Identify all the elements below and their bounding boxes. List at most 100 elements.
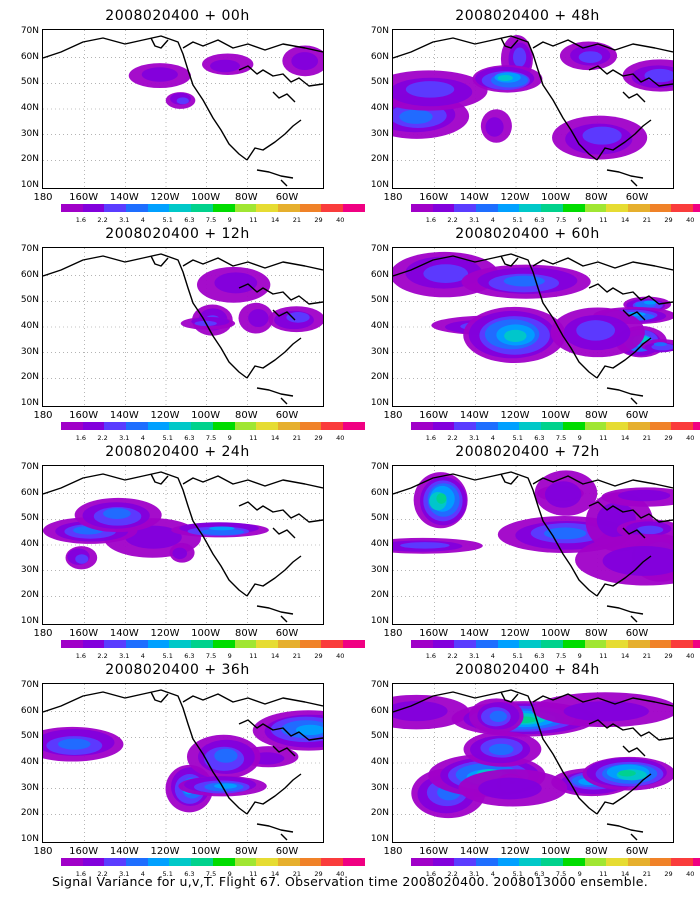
variance-contour xyxy=(543,527,587,540)
coastline xyxy=(393,689,598,815)
lat-label: 20N xyxy=(370,808,389,819)
colorbar-swatch xyxy=(299,640,322,648)
colorbar-label: 29 xyxy=(314,434,323,442)
colorbar-label: 29 xyxy=(664,434,673,442)
colorbar-swatch xyxy=(627,422,650,430)
lon-label: 100W xyxy=(191,192,221,203)
colorbar-swatch xyxy=(126,204,148,212)
coastline xyxy=(606,169,644,179)
variance-contour xyxy=(200,528,245,536)
colorbar-label: 29 xyxy=(664,216,673,224)
colorbar-swatch xyxy=(541,858,563,866)
coastline xyxy=(256,387,294,397)
variance-contour xyxy=(214,783,237,789)
coastline xyxy=(622,527,646,539)
colorbar-label: 2.2 xyxy=(447,652,458,660)
colorbar-swatch xyxy=(606,640,628,648)
colorbar-swatch xyxy=(321,640,343,648)
colorbar-label: 40 xyxy=(686,652,695,660)
colorbar-label: 2.2 xyxy=(97,434,108,442)
map-panel: 2008020400 + 84h 70N 60N 50N 40N 30N 20N 10N 180… xyxy=(355,662,700,878)
lon-label: 140W xyxy=(459,192,489,203)
lat-label: 20N xyxy=(20,590,39,601)
colorbar-label: 6.3 xyxy=(184,652,195,660)
colorbar-label: 4 xyxy=(490,216,495,224)
colorbar-label: 1.6 xyxy=(425,434,437,442)
colorbar-label: 14 xyxy=(621,870,630,878)
colorbar-swatch xyxy=(692,204,700,212)
coastline xyxy=(43,35,248,161)
colorbar-swatch xyxy=(497,422,520,430)
colorbar-label: 9 xyxy=(577,216,582,224)
lat-label: 20N xyxy=(20,154,39,165)
map-frame xyxy=(42,465,324,625)
colorbar-swatch xyxy=(497,204,520,212)
coastline xyxy=(182,693,323,707)
colorbar-swatch xyxy=(497,858,520,866)
map-svg xyxy=(393,466,673,624)
colorbar-label: 14 xyxy=(621,652,630,660)
colorbar-label: 4 xyxy=(140,870,145,878)
colorbar-swatch xyxy=(627,858,650,866)
colorbar-swatch xyxy=(519,640,542,648)
colorbar-swatch xyxy=(299,422,322,430)
panel-title: 2008020400 + 84h xyxy=(455,662,600,678)
colorbar-label: 6.3 xyxy=(534,870,545,878)
lat-label: 50N xyxy=(370,513,389,524)
map-frame xyxy=(392,247,674,407)
colorbar-swatch xyxy=(584,640,607,648)
colorbar-swatch xyxy=(541,422,563,430)
colorbar-label: 9 xyxy=(577,434,582,442)
coastline xyxy=(150,473,169,485)
colorbar-label: 11 xyxy=(249,652,258,660)
colorbar-swatch xyxy=(342,422,365,430)
colorbar-swatch xyxy=(411,204,433,212)
colorbar-swatch xyxy=(234,640,257,648)
lon-label: 80W xyxy=(585,628,608,639)
variance-contour xyxy=(488,743,514,756)
coastline xyxy=(272,745,296,757)
coastline xyxy=(500,473,519,485)
variance-contour xyxy=(393,700,448,722)
coastline xyxy=(238,65,323,87)
coastline xyxy=(606,823,644,833)
coastline xyxy=(238,283,323,305)
colorbar-label: 29 xyxy=(314,652,323,660)
colorbar-swatch xyxy=(454,640,477,648)
lon-label: 100W xyxy=(191,628,221,639)
map-svg xyxy=(43,684,323,842)
colorbar-label: 29 xyxy=(314,870,323,878)
lat-label: 60N xyxy=(370,51,389,62)
lon-label: 60W xyxy=(625,846,649,857)
colorbar-label: 4 xyxy=(490,434,495,442)
coastline xyxy=(622,745,646,757)
lat-label: 50N xyxy=(370,77,389,88)
variance-contour xyxy=(653,342,668,347)
colorbar-swatch xyxy=(277,858,300,866)
coastline xyxy=(532,257,673,271)
coastline xyxy=(596,555,652,597)
lon-label: 120W xyxy=(150,410,180,421)
colorbar-swatch xyxy=(671,422,693,430)
colorbar-swatch xyxy=(126,858,148,866)
colorbar-label: 29 xyxy=(664,652,673,660)
colorbar-label: 21 xyxy=(292,652,301,660)
colorbar-swatch xyxy=(61,204,83,212)
lat-label: 20N xyxy=(20,372,39,383)
map-svg xyxy=(43,30,323,188)
colorbar-swatch xyxy=(61,640,83,648)
lon-label: 100W xyxy=(541,628,571,639)
colorbar-label: 5.1 xyxy=(162,652,173,660)
coastline xyxy=(500,255,519,267)
lon-label: 160W xyxy=(69,846,99,857)
colorbar-swatch xyxy=(256,204,278,212)
colorbar-label: 2.2 xyxy=(447,434,458,442)
coastline xyxy=(238,501,323,523)
map-panel: 2008020400 + 36h 70N 60N 50N 40N 30N 20N 10N 180… xyxy=(5,662,365,878)
colorbar-label: 5.1 xyxy=(512,434,523,442)
colorbar-swatch xyxy=(454,858,477,866)
lat-label: 30N xyxy=(20,564,39,575)
panel-title: 2008020400 + 48h xyxy=(455,8,600,24)
colorbar-swatch xyxy=(169,204,192,212)
variance-contour xyxy=(248,309,269,328)
